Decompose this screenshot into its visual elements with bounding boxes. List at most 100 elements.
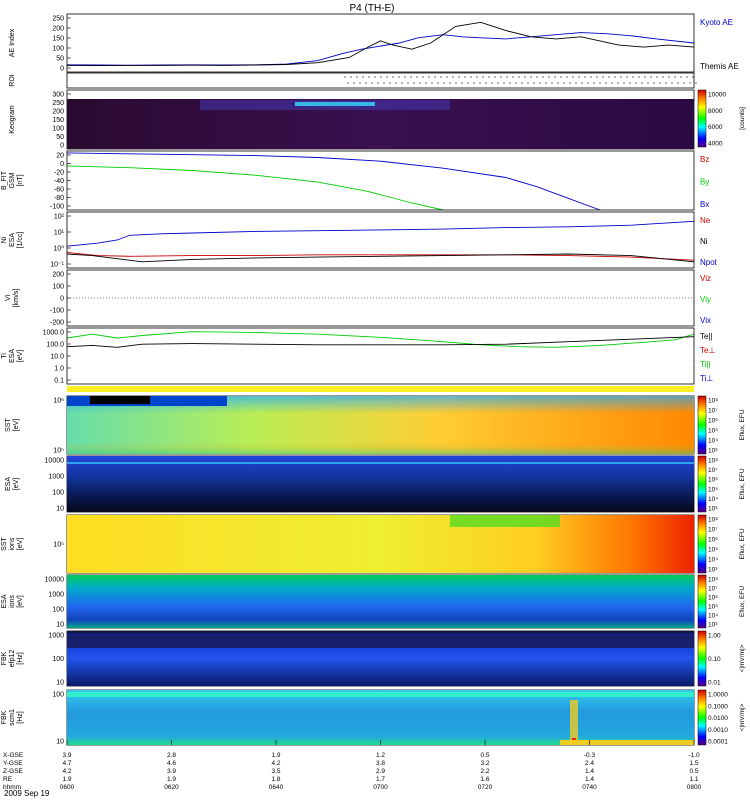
ephemeris-value: 2.8 (167, 752, 176, 759)
roi-marker (380, 76, 382, 78)
roi-marker (548, 76, 550, 78)
colorbar-4-label: 10⁷ (708, 586, 718, 593)
roi-marker (590, 76, 592, 78)
roi-marker (482, 76, 484, 78)
panel-vi-ylabel-line: [km/s] (13, 289, 20, 308)
colorbar-3-label: 10⁷ (708, 527, 718, 534)
fbk-scm-top-band (67, 692, 694, 697)
roi-marker (431, 82, 433, 84)
series-ti-te (66, 336, 695, 348)
colorbar-1-label: 10⁵ (708, 428, 718, 435)
roi-marker (689, 82, 691, 84)
colorbar-sst-electron (697, 395, 707, 455)
colorbar-esa-ion (697, 574, 707, 629)
roi-marker (602, 76, 604, 78)
ephemeris-value: 2.2 (480, 768, 489, 775)
roi-marker (410, 76, 412, 78)
panel-bfit-ytick: 0 (60, 161, 64, 168)
panel-bfit-ytick: -60 (54, 187, 64, 194)
sst-ion-image (67, 515, 694, 573)
roi-marker (596, 76, 598, 78)
panel-ti-ytick: 1000.0 (43, 330, 65, 337)
panel-vi-ytick: -100 (50, 308, 64, 315)
colorbar-6-label: 0.0010 (708, 727, 728, 734)
panel-esa_i-ylabel-line: ESA (1, 594, 8, 608)
colorbar-keogram (697, 89, 707, 148)
roi-marker (638, 76, 640, 78)
panel-vi-ytick: -200 (50, 320, 64, 327)
panel-ti-frame (66, 327, 695, 385)
panel-keogram-ytick: 300 (52, 92, 64, 99)
panel-ti-ylabel: TiESA[eV] (1, 349, 24, 363)
roi-marker (554, 76, 556, 78)
panel-vi-ylabel-line: Vi (5, 295, 12, 302)
fbk-scm-spike (570, 700, 578, 745)
panel-esa_i-ylabel-line: [eV] (17, 595, 24, 608)
panel-bfit-ytick: -40 (54, 178, 64, 185)
roi-marker (536, 76, 538, 78)
roi-marker (542, 76, 544, 78)
roi-marker (539, 82, 541, 84)
roi-marker (344, 76, 346, 78)
colorbar-1-label: 10⁷ (708, 408, 718, 415)
roi-marker (674, 76, 676, 78)
roi-marker (416, 76, 418, 78)
panel-fbk2-ylabel: FBKscm1[Hz] (1, 709, 24, 726)
panel-roi-ylabel-line: ROI (9, 74, 16, 87)
panel-esa_e-ylabel-line: [eV] (13, 478, 20, 491)
roi-marker (695, 82, 697, 84)
ephemeris-value: 1.9 (62, 776, 71, 783)
panel-ae-ylabel-line: AE Index (9, 28, 16, 57)
colorbar-3-label: 10³ (708, 567, 718, 574)
panel-ti-ylabel-line: ESA (9, 349, 16, 363)
panel-bfit-frame (66, 150, 695, 211)
panel-bfit-ylabel-line: GSM (9, 172, 16, 188)
colorbar-0-unit: [counts] (739, 107, 746, 130)
roi-marker (524, 76, 526, 78)
colorbar-6-label: 0.1000 (708, 703, 728, 710)
ephemeris-value: 1.9 (271, 752, 280, 759)
roi-marker (644, 76, 646, 78)
colorbar-1-label: 10³ (708, 448, 718, 455)
panel-ae-ylabel: AE Index (9, 28, 16, 57)
roi-marker (413, 82, 415, 84)
legend-bfit-by: By (700, 178, 709, 187)
ephemeris-row-label: Z-GSE (3, 768, 24, 775)
roi-marker (584, 76, 586, 78)
panel-ti-ylabel-line: [eV] (17, 350, 24, 363)
panel-vi-frame (66, 269, 695, 327)
legend-bfit-bz: Bz (700, 155, 709, 164)
roi-marker (365, 82, 367, 84)
roi-marker (419, 82, 421, 84)
colorbar-3-label: 10⁵ (708, 547, 718, 554)
keogram-aurora-highlight (295, 102, 375, 106)
ephemeris-value: 1.5 (689, 760, 698, 767)
panel-sst_i-ylabel-line: [eV] (17, 538, 24, 551)
roi-marker (425, 82, 427, 84)
roi-marker (668, 76, 670, 78)
roi-marker (401, 82, 403, 84)
sst-ion-green-patch (450, 515, 560, 527)
panel-esa_i-ylabel: ESAions[eV] (1, 594, 24, 608)
roi-marker (686, 76, 688, 78)
panel-ti-ytick: 100.0 (46, 342, 64, 349)
roi-marker (434, 76, 436, 78)
roi-marker (512, 76, 514, 78)
panel-bfit-ytick: 20 (56, 153, 64, 160)
panel-sst_e-ylabel: SST[eV] (5, 417, 20, 431)
colorbar-2-label: 10⁵ (708, 486, 718, 493)
legend-vi-vix: Vix (700, 316, 711, 325)
ephemeris-value: 3.9 (167, 768, 176, 775)
roi-marker (488, 76, 490, 78)
colorbar-3-label: 10⁶ (708, 537, 718, 544)
roi-marker (560, 76, 562, 78)
roi-marker (359, 82, 361, 84)
panel-fbk1-ylabel-line: [Hz] (17, 652, 24, 665)
panel-fbk1-ylabel: FBKefp12[Hz] (1, 650, 24, 668)
roi-marker (470, 76, 472, 78)
panel-esa_i-ytick: 100 (52, 607, 64, 614)
roi-marker (557, 82, 559, 84)
roi-marker (662, 76, 664, 78)
panel-ae: AE Index 250 200 150 100 50 0 Kyoto AE Themis AE (9, 13, 739, 73)
panel-ae-ytick: 50 (56, 56, 64, 63)
